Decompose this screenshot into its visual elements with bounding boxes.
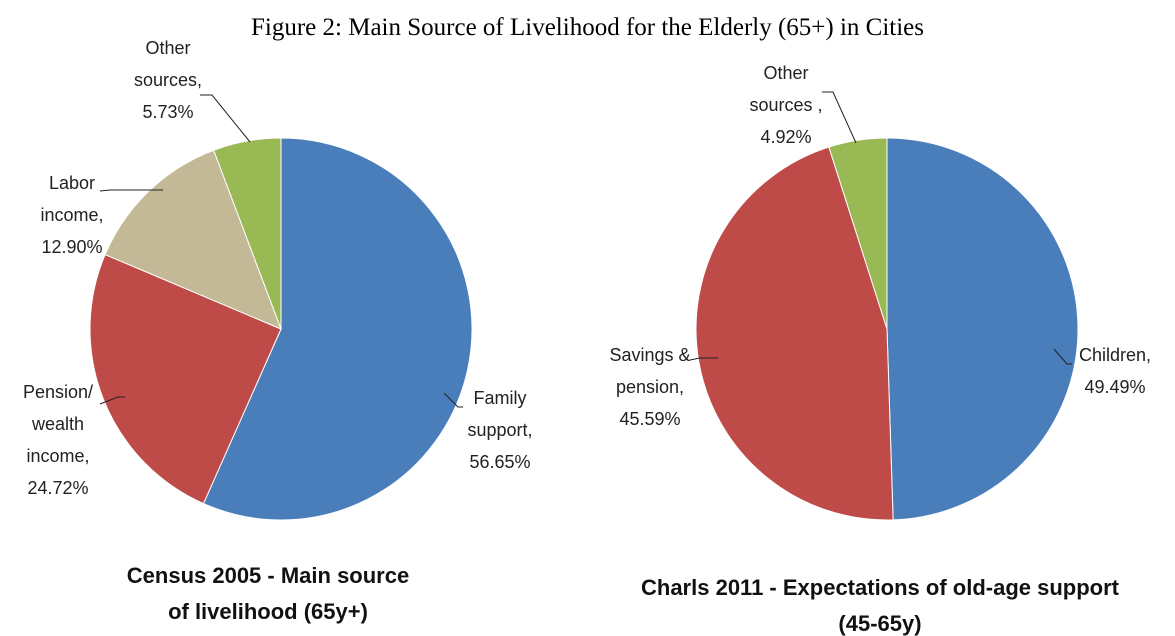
- leader-line: [689, 357, 718, 361]
- slice-label: Family support, 56.65%: [454, 382, 546, 478]
- category-label: Family support,: [467, 388, 533, 440]
- value-label: 56.65%: [469, 452, 531, 472]
- value-label: 49.49%: [1084, 377, 1146, 397]
- category-label: Other sources,: [133, 38, 203, 90]
- pie-slice: [886, 137, 1079, 521]
- slice-label: Labor income, 12.90%: [32, 167, 112, 263]
- slice-label: Other sources, 5.73%: [123, 32, 213, 128]
- chart-title: Census 2005 - Main source of livelihood …: [126, 563, 410, 624]
- leader-line: [200, 94, 251, 143]
- pie-slice: [104, 149, 282, 330]
- category-label: Children,: [1078, 345, 1152, 365]
- slice-label: Pension/ wealth income, 24.72%: [13, 376, 103, 504]
- pie-slice: [202, 137, 473, 521]
- leader-line: [99, 396, 125, 405]
- value-label: 4.92%: [760, 127, 812, 147]
- category-label: Labor income,: [40, 173, 104, 225]
- slice-label: Children, 49.49%: [1060, 339, 1170, 403]
- pie-slice: [828, 137, 888, 330]
- leader-line: [822, 91, 857, 144]
- slice-label: Savings & pension, 45.59%: [593, 339, 708, 435]
- pie-slice: [695, 146, 894, 521]
- leader-line: [443, 392, 463, 408]
- category-label: Other sources ,: [749, 63, 823, 115]
- pie-slice: [89, 253, 282, 505]
- value-label: 45.59%: [619, 409, 681, 429]
- value-label: 5.73%: [142, 102, 194, 122]
- chart-title: Charls 2011 - Expectations of old-age su…: [641, 575, 1119, 636]
- category-label: Savings & pension,: [609, 345, 691, 397]
- value-label: 24.72%: [27, 478, 89, 498]
- category-label: Pension/ wealth income,: [22, 382, 94, 466]
- pie-slice: [213, 137, 282, 330]
- figure-title: Figure 2: Main Source of Livelihood for …: [251, 14, 924, 41]
- leader-line: [99, 189, 163, 192]
- leader-line: [1053, 348, 1072, 365]
- slice-label: Other sources , 4.92%: [741, 57, 831, 153]
- value-label: 12.90%: [41, 237, 103, 257]
